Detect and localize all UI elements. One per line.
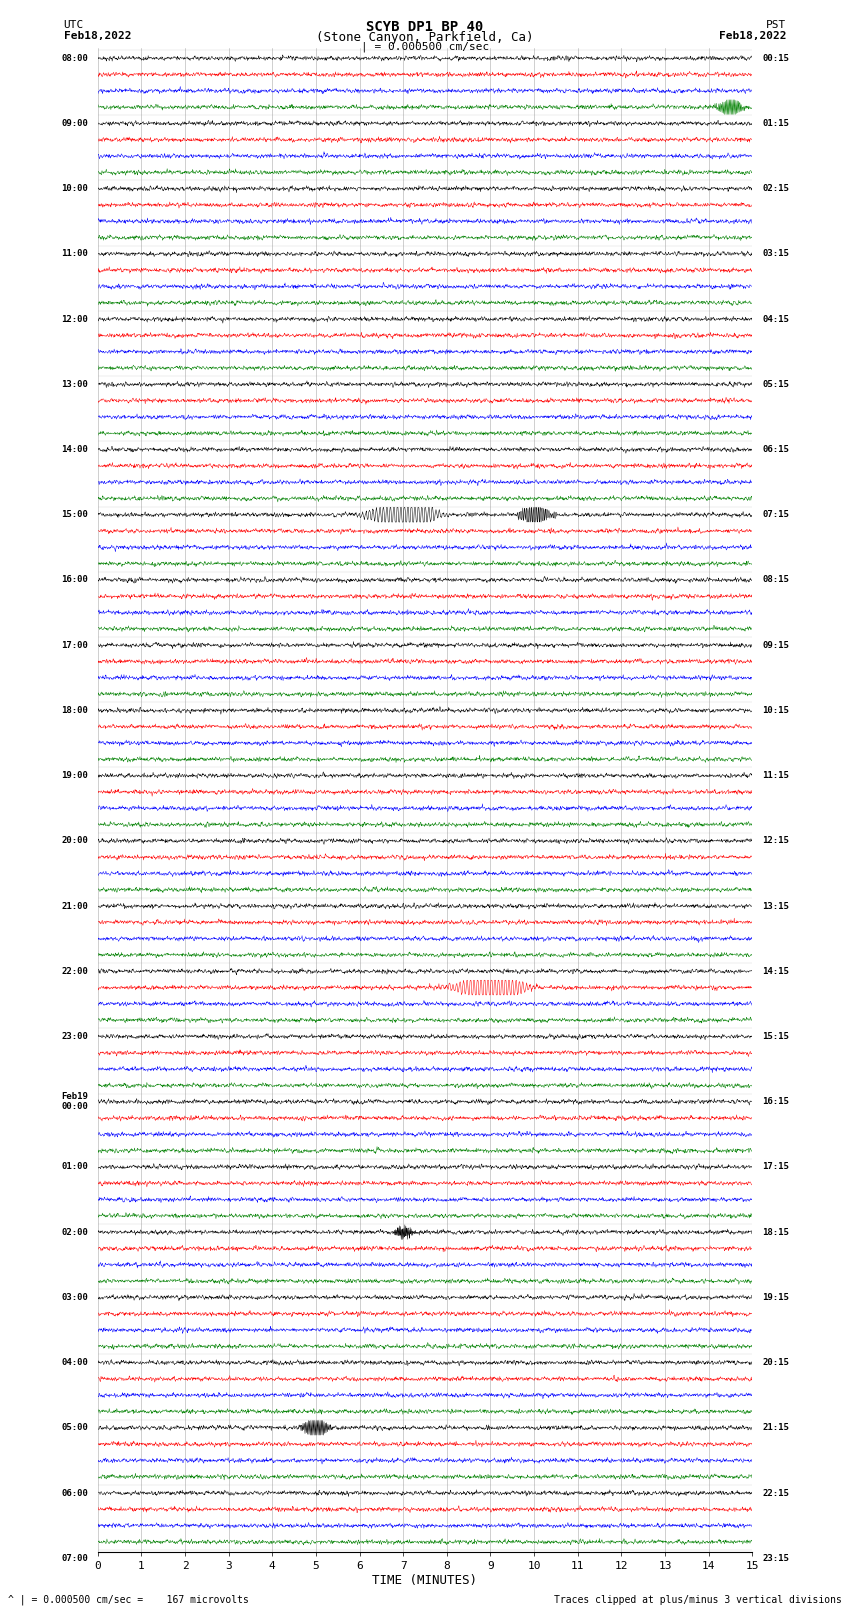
Text: PST: PST: [766, 19, 786, 31]
Text: 14:15: 14:15: [762, 966, 789, 976]
Text: 21:15: 21:15: [762, 1423, 789, 1432]
Text: 04:00: 04:00: [61, 1358, 88, 1368]
Text: 11:00: 11:00: [61, 250, 88, 258]
Text: UTC: UTC: [64, 19, 84, 31]
Text: Traces clipped at plus/minus 3 vertical divisions: Traces clipped at plus/minus 3 vertical …: [553, 1595, 842, 1605]
Text: 03:15: 03:15: [762, 250, 789, 258]
Text: 01:00: 01:00: [61, 1163, 88, 1171]
Text: SCYB DP1 BP 40: SCYB DP1 BP 40: [366, 19, 484, 34]
Text: Feb19
00:00: Feb19 00:00: [61, 1092, 88, 1111]
Text: 02:15: 02:15: [762, 184, 789, 194]
Text: 23:15: 23:15: [762, 1553, 789, 1563]
Text: 17:00: 17:00: [61, 640, 88, 650]
Text: 07:15: 07:15: [762, 510, 789, 519]
Text: 12:15: 12:15: [762, 836, 789, 845]
Text: 22:00: 22:00: [61, 966, 88, 976]
Text: 10:00: 10:00: [61, 184, 88, 194]
Text: 19:15: 19:15: [762, 1294, 789, 1302]
Text: 06:00: 06:00: [61, 1489, 88, 1497]
Text: 19:00: 19:00: [61, 771, 88, 781]
Text: 05:00: 05:00: [61, 1423, 88, 1432]
Text: 04:15: 04:15: [762, 315, 789, 324]
Text: 21:00: 21:00: [61, 902, 88, 910]
Text: 22:15: 22:15: [762, 1489, 789, 1497]
Text: Feb18,2022: Feb18,2022: [64, 31, 131, 40]
Text: 03:00: 03:00: [61, 1294, 88, 1302]
Text: (Stone Canyon, Parkfield, Ca): (Stone Canyon, Parkfield, Ca): [316, 31, 534, 44]
Text: 05:15: 05:15: [762, 379, 789, 389]
Text: 18:15: 18:15: [762, 1227, 789, 1237]
Text: 15:00: 15:00: [61, 510, 88, 519]
Text: ^ | = 0.000500 cm/sec =    167 microvolts: ^ | = 0.000500 cm/sec = 167 microvolts: [8, 1594, 249, 1605]
Text: 09:15: 09:15: [762, 640, 789, 650]
Text: 11:15: 11:15: [762, 771, 789, 781]
Text: 20:15: 20:15: [762, 1358, 789, 1368]
Text: 15:15: 15:15: [762, 1032, 789, 1040]
Text: 14:00: 14:00: [61, 445, 88, 453]
Text: 12:00: 12:00: [61, 315, 88, 324]
Text: 01:15: 01:15: [762, 119, 789, 127]
Text: 16:00: 16:00: [61, 576, 88, 584]
Text: 07:00: 07:00: [61, 1553, 88, 1563]
Text: | = 0.000500 cm/sec: | = 0.000500 cm/sec: [361, 42, 489, 53]
Text: 18:00: 18:00: [61, 706, 88, 715]
Text: 23:00: 23:00: [61, 1032, 88, 1040]
Text: 13:15: 13:15: [762, 902, 789, 910]
Text: 08:00: 08:00: [61, 53, 88, 63]
Text: 20:00: 20:00: [61, 836, 88, 845]
Text: 00:15: 00:15: [762, 53, 789, 63]
Text: 09:00: 09:00: [61, 119, 88, 127]
Text: 10:15: 10:15: [762, 706, 789, 715]
Text: 02:00: 02:00: [61, 1227, 88, 1237]
Text: 17:15: 17:15: [762, 1163, 789, 1171]
Text: 16:15: 16:15: [762, 1097, 789, 1107]
Text: 13:00: 13:00: [61, 379, 88, 389]
Text: Feb18,2022: Feb18,2022: [719, 31, 786, 40]
Text: 06:15: 06:15: [762, 445, 789, 453]
X-axis label: TIME (MINUTES): TIME (MINUTES): [372, 1574, 478, 1587]
Text: 08:15: 08:15: [762, 576, 789, 584]
